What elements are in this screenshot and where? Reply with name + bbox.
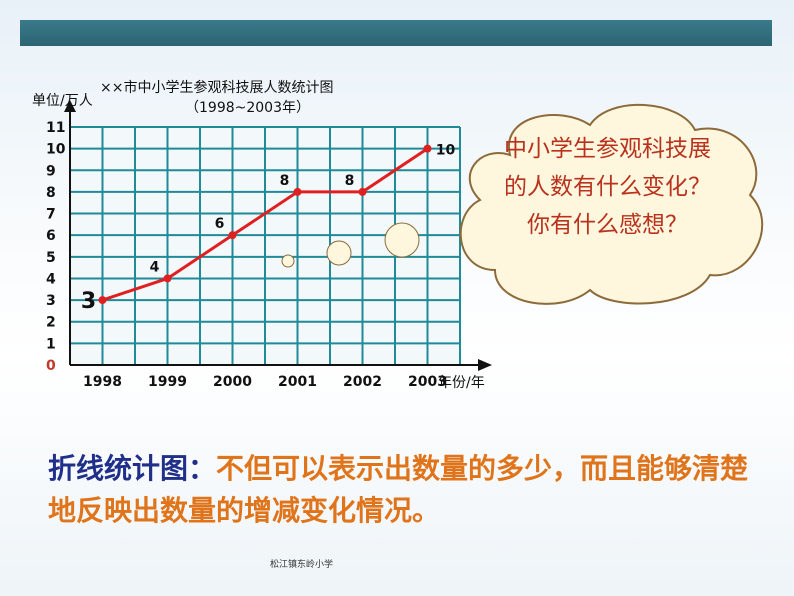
data-point [228,231,237,240]
y-tick-label: 5 [46,250,56,266]
x-tick-label: 2002 [343,374,382,390]
data-label: 3 [81,289,96,314]
data-label: 8 [280,173,290,189]
y-tick-label: 8 [46,185,56,201]
x-tick-label: 2000 [213,374,252,390]
x-tick-label: 1998 [83,374,122,390]
thought-bubble-medium [326,240,352,266]
y-axis-label: 单位/万人 [32,93,93,109]
x-tick-label: 1999 [148,374,187,390]
y-tick-label: 0 [46,358,56,374]
data-point [163,274,172,283]
cloud-shape [459,104,764,305]
description: 折线统计图：不但可以表示出数量的多少，而且能够清楚地反映出数量的增减变化情况。 [48,448,768,532]
y-tick-label: 4 [46,271,56,287]
y-tick-label: 9 [46,163,56,179]
chart-subtitle: （1998~2003年） [185,100,310,116]
callout-question: 中小学生参观科技展的人数有什么变化？你有什么感想？ [504,136,711,238]
header-bar [20,20,772,46]
y-axis-arrow [64,100,76,112]
data-label: 10 [436,143,456,159]
y-tick-label: 10 [46,142,66,158]
school-footer: 松江镇东岭小学 [270,560,334,570]
description-keyword: 折线统计图： [48,452,217,485]
x-axis-label: 年份/年 [438,375,485,391]
y-tick-label: 3 [46,293,56,309]
thought-cloud: 中小学生参观科技展的人数有什么变化？你有什么感想？ [440,95,780,315]
data-point [358,187,367,196]
y-tick-label: 7 [46,207,56,223]
x-tick-label: 2001 [278,374,317,390]
line-chart: ××市中小学生参观科技展人数统计图 （1998~2003年） 单位/万人年份/年 0 1… [0,60,520,404]
data-label: 6 [215,216,225,232]
chart-title: ××市中小学生参观科技展人数统计图 [100,79,333,96]
x-axis-arrow [478,359,492,371]
description-text: 不但可以表示出数量的多少，而且能够清楚地反映出数量的增减变化情况。 [48,452,749,527]
data-label: 8 [345,173,355,189]
x-tick-label: 2003 [408,374,447,390]
data-label: 4 [150,259,160,275]
y-tick-label: 6 [46,228,56,244]
y-tick-label: 11 [46,120,65,136]
thought-bubble-small [281,254,295,268]
thought-bubble-large [384,222,420,258]
data-point [423,144,432,153]
y-tick-label: 2 [46,315,56,331]
y-tick-label: 1 [46,336,56,352]
series-line [102,147,429,302]
cloud-body [459,104,764,305]
data-point [98,296,107,305]
data-point [293,187,302,196]
